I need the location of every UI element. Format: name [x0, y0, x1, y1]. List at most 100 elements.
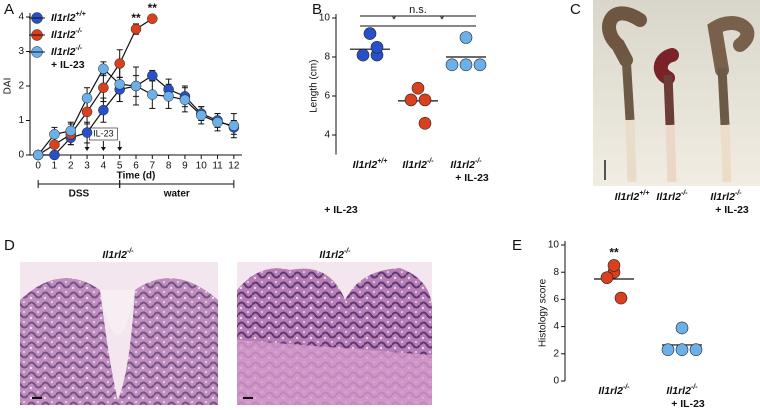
y-axis-label: Histology score: [538, 278, 549, 347]
y-axis-label: Length (cm): [309, 60, 320, 113]
y-tick-label: 0: [553, 376, 559, 387]
data-point: [228, 120, 240, 131]
legend-label: Il1rl2-/-: [51, 45, 83, 58]
y-tick-label: 3: [18, 46, 24, 57]
y-tick-label: 6: [324, 91, 330, 102]
x-tick-label: 11: [212, 161, 223, 172]
label-name: Il1rl2: [353, 159, 378, 171]
y-tick-label: 8: [324, 52, 330, 63]
data-point: [147, 89, 158, 100]
label-name: Il1rl2: [51, 29, 76, 41]
data-point: [404, 93, 418, 107]
x-tick-label: 9: [182, 161, 188, 172]
data-point: [661, 343, 675, 357]
phase-label: DSS: [69, 189, 90, 200]
arrow-head: [100, 147, 106, 151]
y-tick-label: 4: [18, 12, 24, 23]
x-tick-label: 6: [133, 161, 139, 172]
data-point: [459, 31, 473, 44]
data-point: [32, 149, 44, 161]
data-point: [473, 58, 487, 72]
category-label: Il1rl2+/+: [353, 158, 388, 171]
y-tick-label: 0: [18, 150, 24, 161]
y-tick-label: 10: [319, 13, 331, 24]
data-point: [114, 58, 125, 69]
label-name: Il1rl2: [51, 46, 76, 58]
label-sup: -/-: [623, 384, 630, 391]
data-point: [81, 92, 93, 104]
y-tick-label: 2: [18, 81, 24, 92]
label-name: Il1rl2: [615, 191, 640, 203]
y-tick-label: 8: [553, 267, 559, 278]
comparison-label: *: [392, 14, 397, 26]
label-sup: +/+: [377, 158, 387, 165]
panel-label: A: [4, 1, 14, 18]
legend-label: Il1rl2-/-: [51, 28, 83, 41]
photo-colons: [593, 0, 760, 186]
label-sup: -/-: [127, 248, 134, 255]
x-tick-label: 8: [166, 161, 172, 172]
photo-label-suffix: + IL-23: [715, 204, 749, 216]
legend-label-suffix: + IL-23: [51, 59, 85, 71]
data-point: [356, 48, 370, 62]
panel-label: B: [312, 1, 322, 18]
significance: **: [148, 1, 158, 15]
label-sup: +/+: [639, 190, 649, 197]
label-name: Il1rl2: [710, 191, 735, 203]
data-point: [445, 58, 459, 72]
label-name: Il1rl2: [102, 249, 127, 261]
data-point: [147, 13, 158, 24]
label-name: Il1rl2: [656, 191, 681, 203]
label-sup: +/+: [76, 11, 86, 18]
x-tick-label: 7: [150, 161, 156, 172]
label-sup: -/-: [76, 45, 83, 52]
comparison-label: n.s.: [409, 4, 427, 16]
y-tick-label: 4: [324, 130, 330, 141]
data-point: [98, 82, 109, 93]
x-tick-label: 12: [228, 161, 240, 172]
category-label: Il1rl2-/-: [598, 384, 630, 397]
x-tick-label: 1: [52, 161, 58, 172]
category-label: Il1rl2-/-: [402, 158, 434, 171]
label-name: Il1rl2: [51, 12, 76, 24]
arrow-head: [117, 147, 123, 151]
comparison-label: *: [440, 14, 445, 26]
x-tick-label: 2: [68, 161, 74, 172]
data-point: [607, 259, 621, 272]
data-point: [418, 93, 432, 107]
arrow-head: [84, 147, 90, 151]
photo-label: Il1rl2-/-: [656, 190, 688, 203]
data-point: [49, 129, 60, 140]
data-point: [675, 343, 689, 357]
label-name: Il1rl2: [450, 159, 475, 171]
x-tick-label: 3: [84, 161, 90, 172]
photo-label: Il1rl2-/-: [710, 190, 742, 203]
data-point: [689, 343, 703, 357]
data-point: [81, 106, 93, 118]
label-name: Il1rl2: [319, 249, 344, 261]
data-point: [98, 104, 109, 116]
data-point: [163, 91, 174, 102]
category-label-suffix: + IL-23: [455, 172, 489, 184]
x-tick-label: 10: [196, 161, 208, 172]
data-point: [130, 23, 142, 35]
data-point: [411, 81, 425, 95]
data-point: [459, 58, 473, 72]
data-point: [49, 149, 60, 161]
panel-label: E: [512, 237, 522, 254]
data-point: [600, 271, 614, 284]
label-sup: -/-: [427, 158, 434, 165]
label-sup: -/-: [691, 384, 698, 391]
data-point: [675, 321, 689, 335]
panel-label: C: [570, 1, 581, 18]
panel-label: D: [4, 237, 15, 254]
data-point: [81, 127, 93, 138]
data-point: [179, 94, 191, 106]
photo-label: Il1rl2-/-: [102, 248, 134, 261]
x-tick-label: 5: [117, 161, 123, 172]
label-sup: -/-: [735, 190, 742, 197]
data-point: [363, 27, 377, 40]
y-tick-label: 4: [553, 321, 559, 332]
data-point: [370, 40, 384, 54]
